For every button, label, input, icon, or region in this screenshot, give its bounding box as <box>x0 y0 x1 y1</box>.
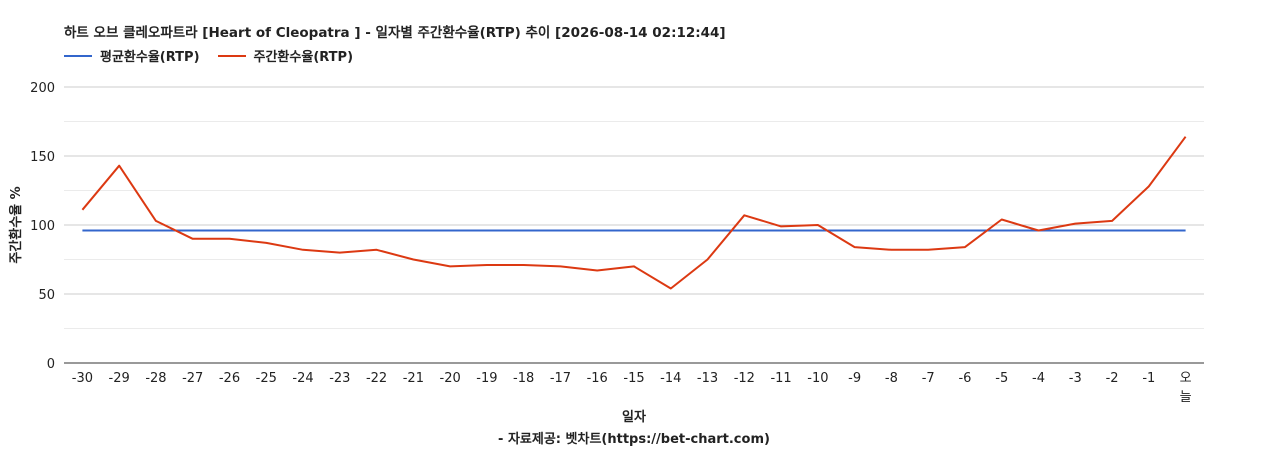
x-tick-label: -12 <box>734 371 755 386</box>
x-tick-label: -15 <box>623 371 644 386</box>
x-tick-label: -27 <box>182 371 203 386</box>
x-tick-label: -3 <box>1069 371 1082 386</box>
x-tick-label: -9 <box>848 371 861 386</box>
series-lines <box>81 136 1187 290</box>
y-axis-title: 주간환수율 % <box>8 186 24 263</box>
x-tick-label: -14 <box>660 371 681 386</box>
x-tick-label: -23 <box>329 371 350 386</box>
x-tick-label: -2 <box>1106 371 1119 386</box>
x-axis-ticks: -30 -29 -28 -27 -26 -25 -24 -23 -22 -21 -20 -19 -18 -… <box>72 371 1192 405</box>
x-tick-label: -28 <box>145 371 166 386</box>
x-tick-label: -11 <box>770 371 791 386</box>
x-tick-label: -19 <box>476 371 497 386</box>
x-tick-label: -7 <box>922 371 935 386</box>
legend-item-weekly[interactable]: 주간환수율(RTP) <box>217 46 354 65</box>
chart-legend: 평균환수율(RTP) 주간환수율(RTP) <box>64 46 371 65</box>
x-tick-label: -22 <box>366 371 387 386</box>
y-tick-label: 150 <box>30 150 55 165</box>
x-tick-label: -17 <box>550 371 571 386</box>
chart-title: 하트 오브 클레오파트라 [Heart of Cleopatra ] - 일자별… <box>64 25 726 41</box>
legend-label-weekly: 주간환수율(RTP) <box>253 50 354 65</box>
y-tick-label: 200 <box>30 81 55 96</box>
legend-swatch-weekly <box>217 54 246 57</box>
x-tick-label: -13 <box>697 371 718 386</box>
x-axis-title: 일자 <box>622 410 646 425</box>
x-tick-label: -24 <box>292 371 313 386</box>
grid-lines <box>64 86 1204 329</box>
x-tick-label: -16 <box>587 371 608 386</box>
y-axis-ticks: 0 50 100 150 200 <box>30 81 55 372</box>
x-tick-label: -29 <box>109 371 130 386</box>
x-tick-label: -10 <box>807 371 828 386</box>
x-tick-label: -4 <box>1032 371 1045 386</box>
y-tick-label: 100 <box>30 219 55 234</box>
legend-swatch-average <box>64 54 92 57</box>
legend-item-average[interactable]: 평균환수율(RTP) <box>64 46 200 65</box>
data-source-footer: - 자료제공: 벳차트(https://bet-chart.com) <box>498 432 770 447</box>
x-tick-label: -26 <box>219 371 240 386</box>
x-tick-label: -20 <box>440 371 461 386</box>
legend-label-average: 평균환수율(RTP) <box>100 50 200 65</box>
y-tick-label: 50 <box>38 288 55 303</box>
x-tick-label: -21 <box>403 371 424 386</box>
x-tick-label: -6 <box>958 371 971 386</box>
x-tick-label: -25 <box>256 371 277 386</box>
x-tick-label: -18 <box>513 371 534 386</box>
x-tick-label: -8 <box>885 371 898 386</box>
series-line-weekly-rtp[interactable] <box>81 136 1187 290</box>
x-tick-label: -5 <box>995 371 1008 386</box>
x-tick-label: -30 <box>72 371 93 386</box>
y-tick-label: 0 <box>47 357 55 372</box>
x-tick-label: -1 <box>1142 371 1155 386</box>
